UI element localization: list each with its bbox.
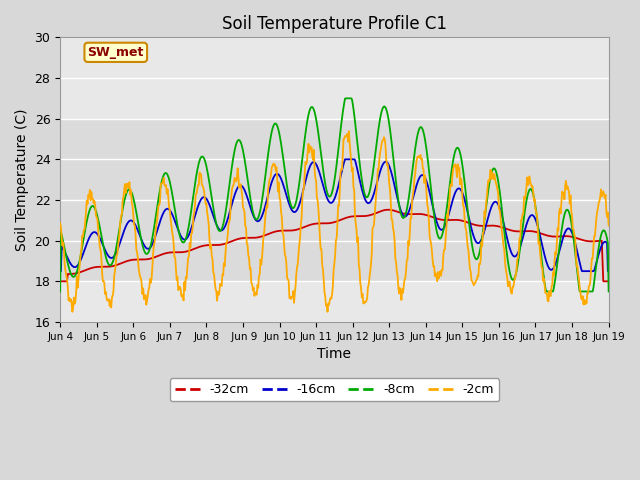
X-axis label: Time: Time [317, 347, 351, 361]
Title: Soil Temperature Profile C1: Soil Temperature Profile C1 [222, 15, 447, 33]
Legend: -32cm, -16cm, -8cm, -2cm: -32cm, -16cm, -8cm, -2cm [170, 378, 499, 401]
Bar [60, 119, 609, 281]
Text: SW_met: SW_met [88, 46, 144, 59]
Y-axis label: Soil Temperature (C): Soil Temperature (C) [15, 108, 29, 251]
